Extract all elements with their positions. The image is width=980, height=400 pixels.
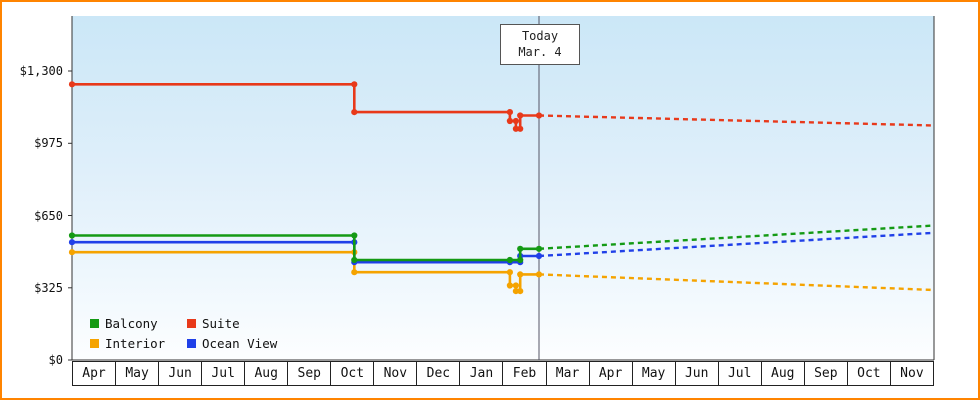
chart-canvas [68,16,935,361]
month-cell: May [115,362,158,385]
month-cell: Sep [803,362,847,385]
price-line-suite [72,83,539,131]
today-marker-box: Today Mar. 4 [500,24,580,65]
month-cell: Jun [158,362,201,385]
legend-swatch-icon [90,319,99,328]
data-point-interior [68,249,76,256]
y-axis-label: $325 [34,281,63,295]
month-cell: Aug [760,362,804,385]
data-point-suite [535,112,543,119]
data-point-ocean-view [68,239,76,246]
month-cell: Oct [330,362,373,385]
projection-line-interior [538,273,935,292]
month-cell: Jul [201,362,244,385]
legend-item-ocean-view: Ocean View [187,334,277,353]
y-axis-label: $1,300 [19,64,63,78]
data-point-suite [506,117,513,125]
month-cell: Apr [588,362,632,385]
today-date: Mar. 4 [518,45,562,59]
month-cell: Mar [545,362,589,385]
data-point-suite [506,109,513,116]
data-point-interior [512,282,519,289]
y-axis-label: $0 [48,353,63,367]
month-cell: Nov [373,362,416,385]
data-point-interior [506,269,513,276]
y-axis: $1,300 $975 $650 $325 $0 [2,16,66,367]
y-axis-label: $975 [34,136,63,150]
legend-swatch-icon [90,339,99,348]
month-cell: Aug [244,362,287,385]
plot-area: Today Mar. 4 Balcony Suite Interior Ocean V… [68,16,935,361]
data-point-balcony [506,256,513,264]
data-point-suite [512,117,519,125]
month-cell: Nov [889,362,933,385]
data-point-interior [512,288,519,295]
month-cell: Apr [82,366,106,381]
projection-line-ocean-view [538,231,935,258]
month-cell: Sep [287,362,330,385]
month-cell: Feb [502,362,545,385]
price-line-balcony [72,234,539,262]
today-label: Today [521,29,559,43]
x-axis-months: Apr May Jun Jul Aug Sep Oct Nov Dec Jan Feb Mar Apr M… [72,361,934,386]
data-point-balcony [351,256,358,264]
legend-swatch-icon [187,319,196,328]
legend-label: Suite [202,316,240,331]
legend-item-interior: Interior [90,334,187,353]
legend-swatch-icon [187,339,196,348]
data-point-interior [517,288,524,295]
legend-item-balcony: Balcony [90,314,187,333]
legend-label: Interior [105,336,166,351]
legend-label: Balcony [105,316,158,331]
data-point-suite [68,81,76,88]
month-cell: Jul [717,362,761,385]
data-point-balcony [517,245,524,252]
month-cell: Jun [674,362,718,385]
data-point-interior [535,271,543,278]
data-point-suite [517,125,524,132]
y-axis-label: $650 [34,209,63,223]
month-cell: Oct [846,362,890,385]
month-cell: Dec [416,362,459,385]
month-cell: May [631,362,675,385]
data-point-interior [351,269,358,276]
data-point-suite [517,112,524,119]
projection-line-balcony [538,224,935,250]
legend-label: Ocean View [202,336,278,351]
data-point-interior [506,282,513,289]
data-point-balcony [68,232,76,239]
data-point-balcony [517,256,524,264]
month-cell: Jan [459,362,502,385]
projection-line-suite [538,114,935,127]
data-point-balcony [535,245,543,252]
price-line-interior [72,250,539,293]
legend-item-suite: Suite [187,314,277,333]
data-point-interior [517,271,524,278]
data-point-suite [512,125,519,132]
data-point-ocean-view [535,252,543,260]
data-point-suite [351,81,358,88]
data-point-balcony [351,232,358,239]
legend: Balcony Suite Interior Ocean View [90,314,277,353]
data-point-suite [351,109,358,116]
